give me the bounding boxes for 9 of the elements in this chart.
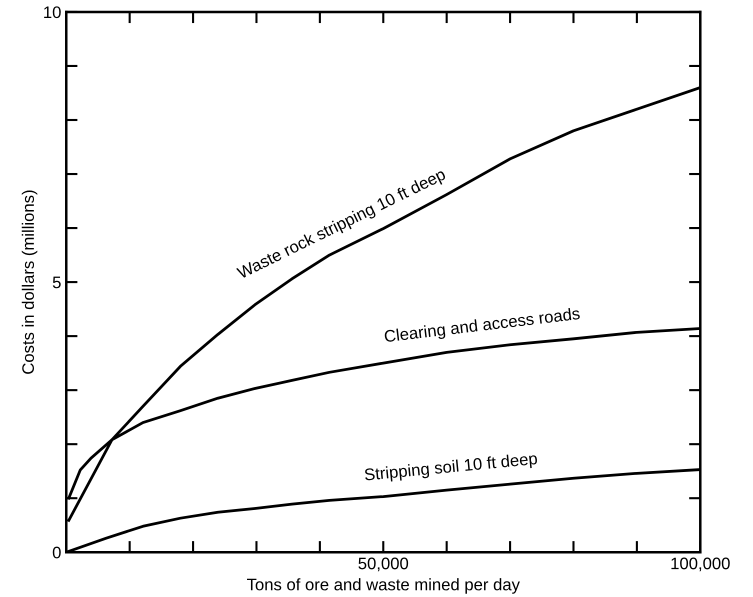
x-tick-label: 50,000	[358, 558, 408, 572]
x-tick-label: 100,000	[671, 558, 730, 572]
y-tick-label: 5	[52, 276, 61, 288]
y-axis-title: Costs in dollars (millions)	[22, 190, 38, 374]
text: Clearing and access roads	[384, 306, 580, 346]
y-tick-label: 0	[52, 546, 61, 558]
text: Stripping soil 10 ft deep	[364, 452, 538, 484]
y-tick-label: 10	[44, 6, 61, 18]
x-axis-title: Tons of ore and waste mined per day	[247, 578, 520, 594]
